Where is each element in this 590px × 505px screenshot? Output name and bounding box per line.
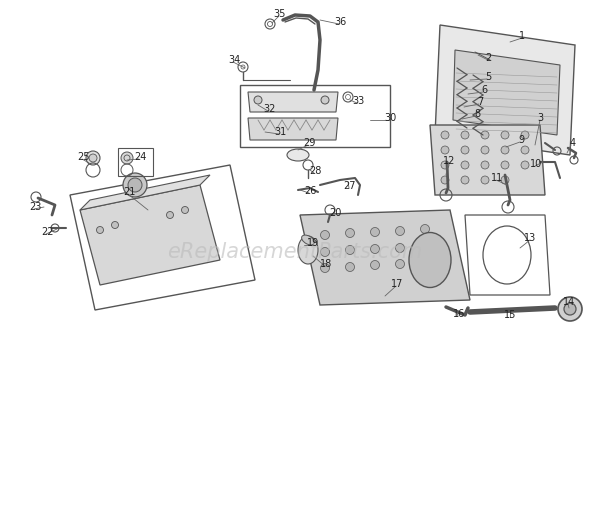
Circle shape [521,161,529,169]
Circle shape [346,245,355,255]
Circle shape [320,264,329,273]
Circle shape [501,161,509,169]
Circle shape [123,173,147,197]
Circle shape [128,178,142,192]
Polygon shape [80,185,220,285]
Polygon shape [248,118,338,140]
Polygon shape [300,210,470,305]
Circle shape [121,152,133,164]
Text: 33: 33 [352,96,364,106]
Text: 21: 21 [123,187,135,197]
Text: 35: 35 [274,9,286,19]
Text: 34: 34 [228,55,240,65]
Circle shape [481,161,489,169]
Circle shape [346,228,355,237]
Circle shape [371,227,379,236]
Circle shape [501,176,509,184]
Circle shape [86,151,100,165]
Circle shape [441,161,449,169]
Bar [240,85,390,147]
Text: 22: 22 [41,227,53,237]
Polygon shape [430,125,545,195]
Circle shape [558,297,582,321]
Text: 7: 7 [477,97,483,107]
Circle shape [371,261,379,270]
Circle shape [481,146,489,154]
Text: 3: 3 [537,113,543,123]
Text: 1: 1 [519,31,525,41]
Text: 26: 26 [304,186,316,196]
Ellipse shape [287,149,309,161]
Circle shape [441,131,449,139]
Circle shape [481,176,489,184]
Text: 24: 24 [134,152,146,162]
Text: 29: 29 [303,138,315,148]
Circle shape [501,131,509,139]
Polygon shape [453,50,560,135]
Circle shape [441,176,449,184]
Text: 28: 28 [309,166,321,176]
Circle shape [481,131,489,139]
Text: 32: 32 [263,104,275,114]
Circle shape [461,146,469,154]
Text: 6: 6 [481,85,487,95]
Circle shape [395,227,405,235]
Text: 36: 36 [334,17,346,27]
Circle shape [461,161,469,169]
Text: 4: 4 [570,138,576,148]
Circle shape [461,176,469,184]
Text: 30: 30 [384,113,396,123]
Ellipse shape [301,235,314,245]
Text: 23: 23 [29,202,41,212]
Text: 27: 27 [344,181,356,191]
Bar [118,148,153,176]
Circle shape [395,243,405,252]
Circle shape [564,303,576,315]
Text: 13: 13 [524,233,536,243]
Circle shape [441,146,449,154]
Text: 17: 17 [391,279,403,289]
Text: 14: 14 [563,297,575,307]
Text: 10: 10 [530,159,542,169]
Circle shape [97,227,103,233]
Text: 5: 5 [485,72,491,82]
Circle shape [371,244,379,254]
Text: 16: 16 [453,309,465,319]
Text: 18: 18 [320,259,332,269]
Polygon shape [80,175,210,210]
Text: 31: 31 [274,127,286,137]
Text: 25: 25 [77,152,89,162]
Circle shape [421,241,430,250]
Circle shape [320,247,329,257]
Polygon shape [435,25,575,155]
Text: 15: 15 [504,310,516,320]
Circle shape [166,212,173,219]
Circle shape [521,146,529,154]
Circle shape [320,230,329,239]
Ellipse shape [409,232,451,287]
Text: 12: 12 [443,156,455,166]
Circle shape [395,260,405,269]
Text: 8: 8 [474,109,480,119]
Circle shape [521,131,529,139]
Circle shape [89,154,97,162]
Circle shape [346,263,355,272]
Text: 2: 2 [485,53,491,63]
Text: 20: 20 [329,208,341,218]
Circle shape [254,96,262,104]
Circle shape [421,225,430,233]
Polygon shape [248,92,338,112]
Text: eReplacementParts.com: eReplacementParts.com [168,242,422,262]
Circle shape [182,207,188,214]
Circle shape [501,146,509,154]
Text: 11: 11 [491,173,503,183]
Text: 19: 19 [307,238,319,248]
Circle shape [461,131,469,139]
Ellipse shape [298,236,318,264]
Circle shape [321,96,329,104]
Text: 9: 9 [518,135,524,145]
Circle shape [112,222,119,228]
